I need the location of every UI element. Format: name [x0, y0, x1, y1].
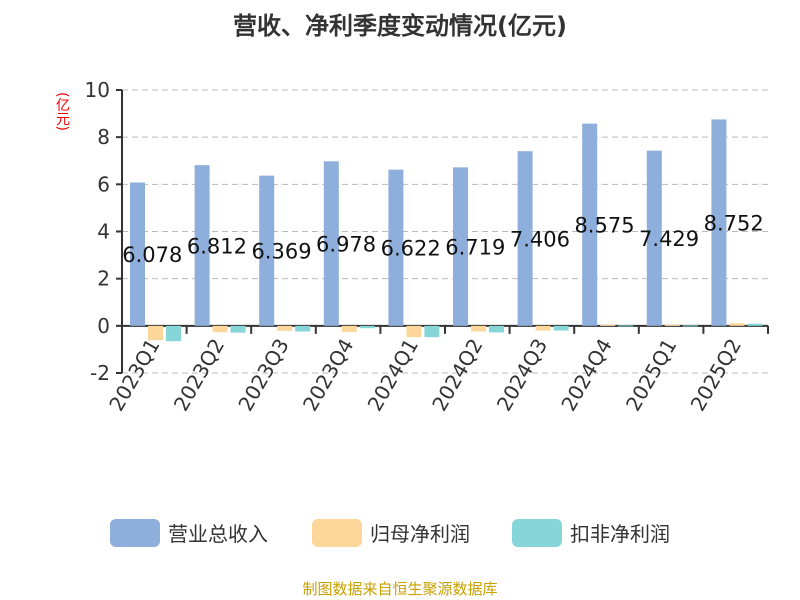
- legend-label: 营业总收入: [168, 522, 268, 546]
- bar-2: [747, 323, 763, 326]
- data-label: 6.078: [122, 243, 182, 267]
- data-label: 8.752: [704, 212, 764, 236]
- bar-2: [489, 325, 504, 333]
- x-tick-label: 2024Q1: [363, 334, 423, 415]
- data-label: 6.369: [251, 240, 311, 264]
- bar-0: [130, 182, 145, 326]
- data-label: 6.719: [445, 236, 505, 260]
- bar-1: [600, 324, 616, 326]
- y-tick-label: 6: [97, 172, 110, 196]
- x-tick-label: 2023Q4: [298, 334, 358, 415]
- legend-label: 归母净利润: [370, 522, 470, 546]
- y-tick-label: 8: [97, 125, 110, 149]
- x-tick-label: 2023Q2: [169, 334, 229, 415]
- legend-item-deducted-profit[interactable]: 扣非净利润: [512, 518, 670, 547]
- bar-1: [148, 325, 163, 341]
- x-tick-label: 2024Q2: [427, 334, 487, 415]
- bar-0: [517, 151, 533, 326]
- bar-2: [618, 325, 634, 327]
- bar-1: [277, 325, 293, 331]
- bar-2: [424, 325, 440, 338]
- data-label: 7.406: [510, 228, 570, 252]
- bar-1: [664, 324, 680, 326]
- bar-2: [295, 325, 311, 332]
- bar-0: [194, 165, 210, 326]
- bar-2: [230, 325, 246, 333]
- bar-1: [212, 325, 228, 333]
- bar-1: [341, 325, 357, 332]
- data-label: 7.429: [639, 227, 699, 251]
- legend-item-net-profit[interactable]: 归母净利润: [312, 518, 470, 547]
- y-tick-label: 2: [97, 267, 110, 291]
- x-tick-label: 2024Q3: [492, 334, 552, 415]
- legend-swatch: [110, 518, 160, 547]
- legend-label: 扣非净利润: [570, 522, 670, 546]
- bar-1: [406, 325, 422, 338]
- bar-1: [535, 325, 551, 331]
- legend-item-revenue[interactable]: 营业总收入: [110, 518, 268, 547]
- chart-title: 营收、净利季度变动情况(亿元): [233, 12, 567, 40]
- bar-2: [166, 325, 181, 342]
- x-tick-label: 2025Q2: [686, 334, 746, 415]
- bar-0: [323, 161, 339, 326]
- bar-2: [359, 325, 375, 329]
- legend-swatch: [312, 518, 362, 547]
- bar-0: [711, 119, 727, 326]
- legend-swatch: [512, 518, 562, 547]
- bar-0: [388, 169, 404, 326]
- bar-1: [471, 325, 486, 332]
- y-tick-label: 0: [97, 314, 110, 338]
- y-tick-label: -2: [90, 361, 110, 385]
- data-label: 8.575: [574, 214, 634, 238]
- y-tick-label: 10: [85, 78, 110, 102]
- bar-0: [646, 150, 662, 326]
- data-label: 6.622: [381, 237, 441, 261]
- source-note: 制图数据来自恒生聚源数据库: [302, 580, 498, 598]
- bar-1: [729, 323, 745, 326]
- x-tick-label: 2023Q3: [233, 334, 293, 415]
- y-axis-label: (亿元): [54, 92, 70, 131]
- x-tick-label: 2025Q1: [621, 334, 681, 415]
- bar-2: [682, 325, 698, 327]
- bar-2: [553, 325, 569, 331]
- bar-0: [453, 167, 468, 326]
- data-label: 6.978: [316, 233, 376, 257]
- bar-0: [259, 175, 275, 326]
- x-tick-label: 2024Q4: [556, 334, 616, 415]
- bar-0: [582, 123, 598, 326]
- x-tick-label: 2023Q1: [104, 334, 164, 415]
- y-tick-label: 4: [97, 220, 110, 244]
- data-label: 6.812: [187, 235, 247, 259]
